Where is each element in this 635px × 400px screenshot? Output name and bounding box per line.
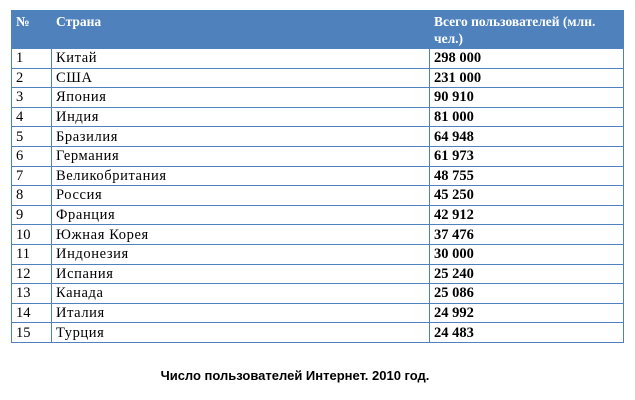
row-country: Испания xyxy=(51,263,430,285)
table-row: 9 Франция 42 912 xyxy=(11,204,624,226)
row-users: 25 240 xyxy=(429,263,624,285)
internet-users-table-container: № Страна Всего пользователей (млн. чел.)… xyxy=(11,10,624,343)
row-number: 12 xyxy=(11,263,52,285)
row-country: Бразилия xyxy=(51,126,430,147)
row-users: 24 992 xyxy=(429,302,624,324)
row-country: Германия xyxy=(51,145,430,167)
row-users: 298 000 xyxy=(429,48,624,69)
table-body: 1 Китай 298 000 2 США 231 000 3 Япония 90 910 4 Ин… xyxy=(11,48,624,343)
table-row: 5 Бразилия 64 948 xyxy=(11,126,624,147)
row-number: 5 xyxy=(11,126,52,147)
row-users: 81 000 xyxy=(429,106,624,128)
row-country: Франция xyxy=(51,204,430,226)
row-number: 1 xyxy=(11,48,52,69)
table-header-row: № Страна Всего пользователей (млн. чел.) xyxy=(11,10,624,49)
table-row: 12 Испания 25 240 xyxy=(11,263,624,285)
row-country: Япония xyxy=(51,87,430,108)
row-country: Китай xyxy=(51,48,430,69)
row-users: 61 973 xyxy=(429,145,624,167)
row-users: 45 250 xyxy=(429,185,624,206)
row-country: Италия xyxy=(51,302,430,324)
table-row: 8 Россия 45 250 xyxy=(11,185,624,206)
row-number: 7 xyxy=(11,165,52,187)
row-users: 24 483 xyxy=(429,322,624,343)
table-row: 6 Германия 61 973 xyxy=(11,145,624,167)
row-users: 48 755 xyxy=(429,165,624,187)
row-number: 3 xyxy=(11,87,52,108)
row-number: 14 xyxy=(11,302,52,324)
row-country: Россия xyxy=(51,185,430,206)
table-caption: Число пользователей Интернет. 2010 год. xyxy=(160,368,430,383)
row-number: 4 xyxy=(11,106,52,128)
row-number: 9 xyxy=(11,204,52,226)
table-row: 4 Индия 81 000 xyxy=(11,106,624,128)
row-users: 37 476 xyxy=(429,224,624,245)
table-row: 15 Турция 24 483 xyxy=(11,322,624,343)
row-users: 30 000 xyxy=(429,243,624,265)
table-row: 1 Китай 298 000 xyxy=(11,48,624,69)
row-number: 13 xyxy=(11,283,52,304)
header-number: № xyxy=(11,10,52,49)
row-country: Великобритания xyxy=(51,165,430,187)
row-users: 25 086 xyxy=(429,283,624,304)
row-number: 2 xyxy=(11,67,52,89)
row-country: Южная Корея xyxy=(51,224,430,245)
row-number: 8 xyxy=(11,185,52,206)
row-number: 15 xyxy=(11,322,52,343)
table-row: 11 Индонезия 30 000 xyxy=(11,243,624,265)
row-users: 90 910 xyxy=(429,87,624,108)
row-country: Турция xyxy=(51,322,430,343)
table-row: 13 Канада 25 086 xyxy=(11,283,624,304)
row-users: 42 912 xyxy=(429,204,624,226)
row-country: Индонезия xyxy=(51,243,430,265)
table-row: 3 Япония 90 910 xyxy=(11,87,624,108)
row-number: 11 xyxy=(11,243,52,265)
header-users: Всего пользователей (млн. чел.) xyxy=(429,10,624,49)
table-row: 7 Великобритания 48 755 xyxy=(11,165,624,187)
row-users: 64 948 xyxy=(429,126,624,147)
table-row: 10 Южная Корея 37 476 xyxy=(11,224,624,245)
row-users: 231 000 xyxy=(429,67,624,89)
row-country: Канада xyxy=(51,283,430,304)
internet-users-table: № Страна Всего пользователей (млн. чел.)… xyxy=(11,10,624,343)
table-row: 14 Италия 24 992 xyxy=(11,302,624,324)
row-number: 10 xyxy=(11,224,52,245)
table-row: 2 США 231 000 xyxy=(11,67,624,89)
header-country: Страна xyxy=(51,10,430,49)
row-number: 6 xyxy=(11,145,52,167)
row-country: Индия xyxy=(51,106,430,128)
row-country: США xyxy=(51,67,430,89)
